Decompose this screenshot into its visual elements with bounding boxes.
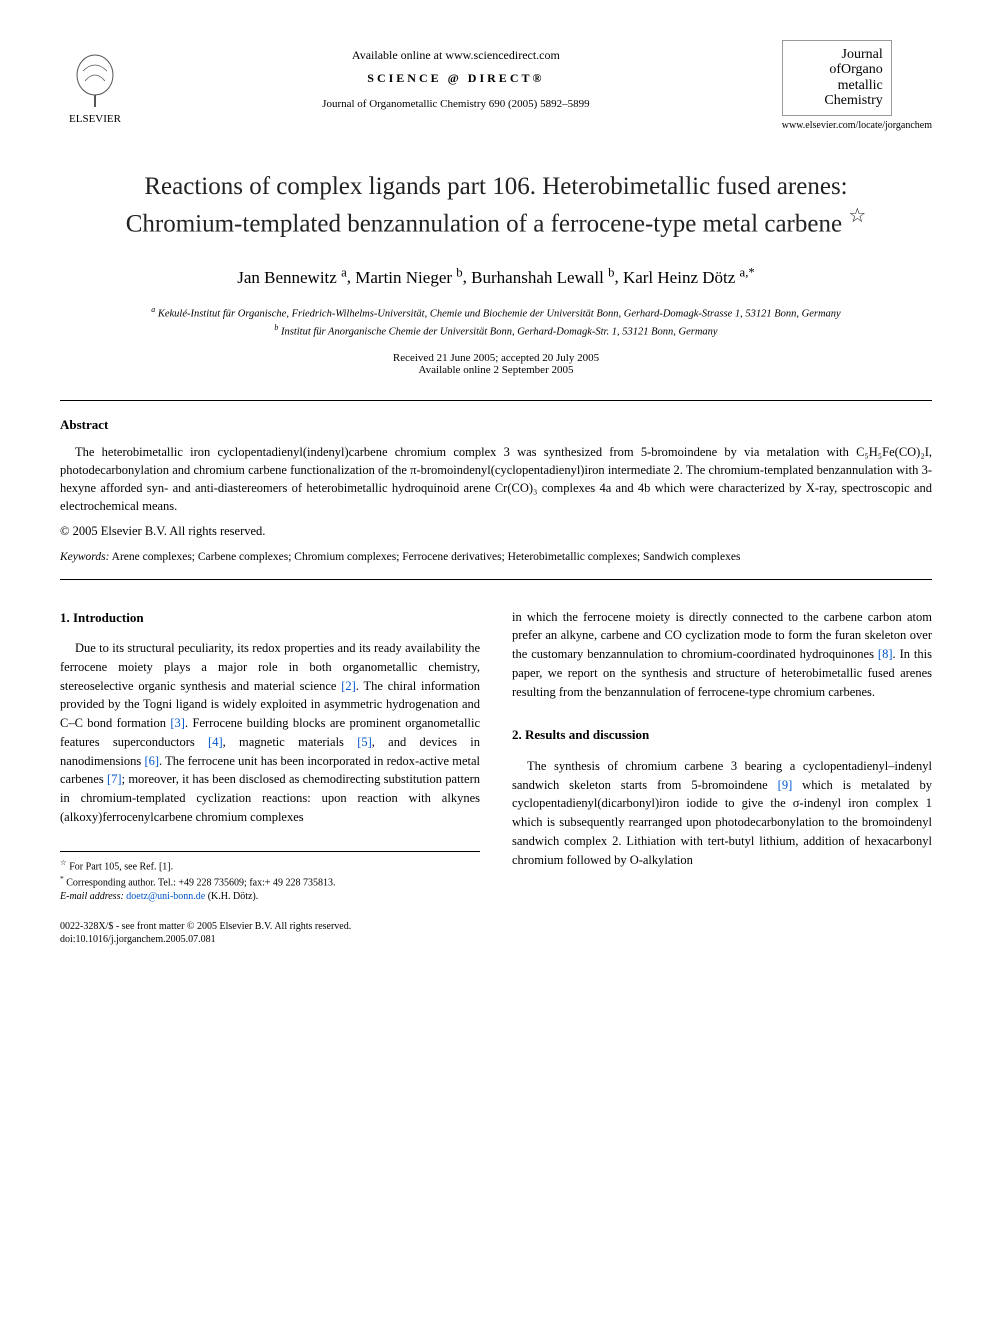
title-text: Reactions of complex ligands part 106. H… — [126, 173, 848, 238]
email-after: (K.H. Dötz). — [208, 891, 259, 902]
intro-heading: 1. Introduction — [60, 608, 480, 628]
citation-link[interactable]: [9] — [778, 778, 793, 792]
author-list: Jan Bennewitz a, Martin Nieger b, Burhan… — [60, 265, 932, 288]
email-label: E-mail address: — [60, 891, 124, 902]
footnote-mark: * — [60, 874, 64, 883]
abstract-body: The heterobimetallic iron cyclopentadien… — [60, 443, 932, 516]
abstract-paragraph: The heterobimetallic iron cyclopentadien… — [60, 443, 932, 516]
elsevier-tree-icon — [67, 51, 123, 111]
citation-link[interactable]: [5] — [357, 735, 372, 749]
journal-logo-line: metallic — [791, 78, 883, 93]
author-aff-mark: a — [341, 265, 347, 279]
intro-paragraph: Due to its structural peculiarity, its r… — [60, 639, 480, 827]
author: Burhanshah Lewall b — [471, 268, 614, 287]
citation-link[interactable]: [3] — [170, 716, 185, 730]
journal-logo-line: Chemistry — [791, 93, 883, 108]
journal-logo-block: Journal ofOrgano metallic Chemistry www.… — [782, 40, 932, 131]
header-center: Available online at www.sciencedirect.co… — [130, 40, 782, 110]
citation-link[interactable]: [2] — [341, 679, 356, 693]
author-name: Burhanshah Lewall — [471, 268, 604, 287]
citation-link[interactable]: [7] — [107, 772, 122, 786]
divider — [60, 579, 932, 580]
author-aff-mark: b — [456, 265, 462, 279]
article-title: Reactions of complex ligands part 106. H… — [90, 171, 902, 241]
journal-logo: Journal ofOrgano metallic Chemistry — [782, 40, 892, 116]
author: Jan Bennewitz a — [237, 268, 347, 287]
footnote: ☆ For Part 105, see Ref. [1]. — [60, 858, 480, 874]
citation-link[interactable]: [6] — [144, 754, 159, 768]
affiliations: a Kekulé-Institut für Organische, Friedr… — [60, 304, 932, 341]
sciencedirect-logo: SCIENCE @ DIRECT® — [130, 71, 782, 86]
body-columns: 1. Introduction Due to its structural pe… — [60, 608, 932, 905]
keywords: Keywords: Arene complexes; Carbene compl… — [60, 551, 932, 563]
available-online-text: Available online at www.sciencedirect.co… — [130, 48, 782, 63]
divider — [60, 400, 932, 401]
keywords-items: Arene complexes; Carbene complexes; Chro… — [112, 551, 741, 563]
citation-link[interactable]: [8] — [878, 647, 893, 661]
abstract-heading: Abstract — [60, 417, 932, 433]
footer-front-matter: 0022-328X/$ - see front matter © 2005 El… — [60, 920, 932, 933]
author: Karl Heinz Dötz a,* — [623, 268, 755, 287]
footer-doi: doi:10.1016/j.jorganchem.2005.07.081 — [60, 933, 932, 946]
author: Martin Nieger b — [355, 268, 462, 287]
publisher-logo: ELSEVIER — [60, 40, 130, 125]
affiliation-mark: a — [151, 305, 155, 314]
journal-url: www.elsevier.com/locate/jorganchem — [782, 120, 932, 131]
author-aff-mark: a,* — [740, 265, 755, 279]
results-paragraph: The synthesis of chromium carbene 3 bear… — [512, 757, 932, 870]
author-name: Jan Bennewitz — [237, 268, 337, 287]
abstract-copyright: © 2005 Elsevier B.V. All rights reserved… — [60, 524, 932, 539]
affiliation-mark: b — [274, 323, 278, 332]
corresponding-email[interactable]: doetz@uni-bonn.de — [126, 891, 205, 902]
affiliation-text: Institut für Anorganische Chemie der Uni… — [281, 326, 718, 337]
affiliation: b Institut für Anorganische Chemie der U… — [60, 322, 932, 340]
page-header: ELSEVIER Available online at www.science… — [60, 40, 932, 131]
footnote-text: For Part 105, see Ref. [1]. — [69, 861, 173, 872]
affiliation: a Kekulé-Institut für Organische, Friedr… — [60, 304, 932, 322]
title-footnote-mark: ☆ — [848, 205, 866, 227]
left-column: 1. Introduction Due to its structural pe… — [60, 608, 480, 905]
footnote: * Corresponding author. Tel.: +49 228 73… — [60, 874, 480, 890]
author-aff-mark: b — [608, 265, 614, 279]
footnote-email: E-mail address: doetz@uni-bonn.de (K.H. … — [60, 890, 480, 904]
received-accepted-date: Received 21 June 2005; accepted 20 July … — [60, 352, 932, 364]
page-footer: 0022-328X/$ - see front matter © 2005 El… — [60, 920, 932, 946]
journal-logo-line: Journal — [791, 47, 883, 62]
footnote-text: Corresponding author. Tel.: +49 228 7356… — [66, 877, 335, 888]
author-name: Karl Heinz Dötz — [623, 268, 735, 287]
publisher-name: ELSEVIER — [69, 113, 121, 125]
keywords-label: Keywords: — [60, 551, 109, 563]
citation-link[interactable]: [4] — [208, 735, 223, 749]
affiliation-text: Kekulé-Institut für Organische, Friedric… — [158, 308, 841, 319]
author-name: Martin Nieger — [355, 268, 452, 287]
intro-continuation: in which the ferrocene moiety is directl… — [512, 608, 932, 702]
journal-citation: Journal of Organometallic Chemistry 690 … — [130, 98, 782, 110]
footnote-mark: ☆ — [60, 858, 67, 867]
right-column: in which the ferrocene moiety is directl… — [512, 608, 932, 905]
article-dates: Received 21 June 2005; accepted 20 July … — [60, 352, 932, 376]
footnotes: ☆ For Part 105, see Ref. [1]. * Correspo… — [60, 851, 480, 905]
results-heading: 2. Results and discussion — [512, 725, 932, 745]
online-date: Available online 2 September 2005 — [60, 364, 932, 376]
journal-logo-line: ofOrgano — [791, 62, 883, 77]
